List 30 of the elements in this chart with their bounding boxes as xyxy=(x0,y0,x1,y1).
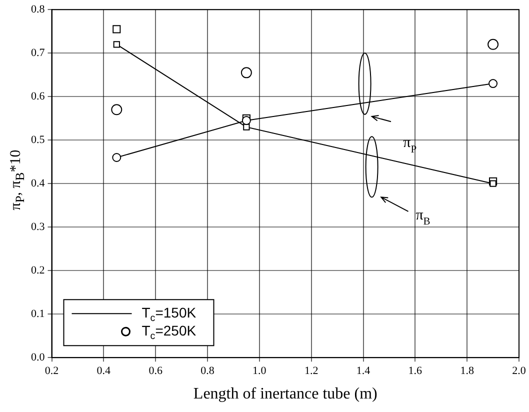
point xyxy=(240,67,252,78)
point xyxy=(242,116,251,126)
y-tick-label: 0.1 xyxy=(31,308,45,320)
y-tick-label: 0.8 xyxy=(31,3,46,16)
x-tick-label: 0.8 xyxy=(200,365,215,378)
x-tick-label: 0.4 xyxy=(96,365,112,378)
point xyxy=(112,25,121,34)
point xyxy=(488,79,498,88)
y-tick-label: 0.5 xyxy=(31,134,46,146)
point xyxy=(243,124,250,130)
x-tick-label: 2.0 xyxy=(512,365,526,378)
x-tick-label: 1.4 xyxy=(356,365,371,378)
x-axis-title: Length of inertance tube (m) xyxy=(193,386,378,403)
x-tick-label: 0.6 xyxy=(148,365,163,378)
point xyxy=(112,153,122,162)
y-tick-label: 0.6 xyxy=(31,90,46,102)
y-tick-label: 0.4 xyxy=(31,177,46,190)
point xyxy=(113,41,120,48)
y-tick-label: 0.2 xyxy=(31,264,45,276)
point xyxy=(490,180,496,187)
point xyxy=(488,38,499,50)
x-tick-label: 1.2 xyxy=(304,365,318,378)
y-tick-label: 0.0 xyxy=(31,351,46,364)
x-tick-label: 1.6 xyxy=(408,365,423,378)
x-tick-label: 1.8 xyxy=(460,365,474,378)
y-tick-label: 0.7 xyxy=(31,46,46,59)
point xyxy=(111,104,122,116)
x-tick-label: 1.0 xyxy=(252,365,267,378)
x-tick-label: 0.2 xyxy=(44,365,59,378)
y-tick-label: 0.3 xyxy=(31,220,46,233)
